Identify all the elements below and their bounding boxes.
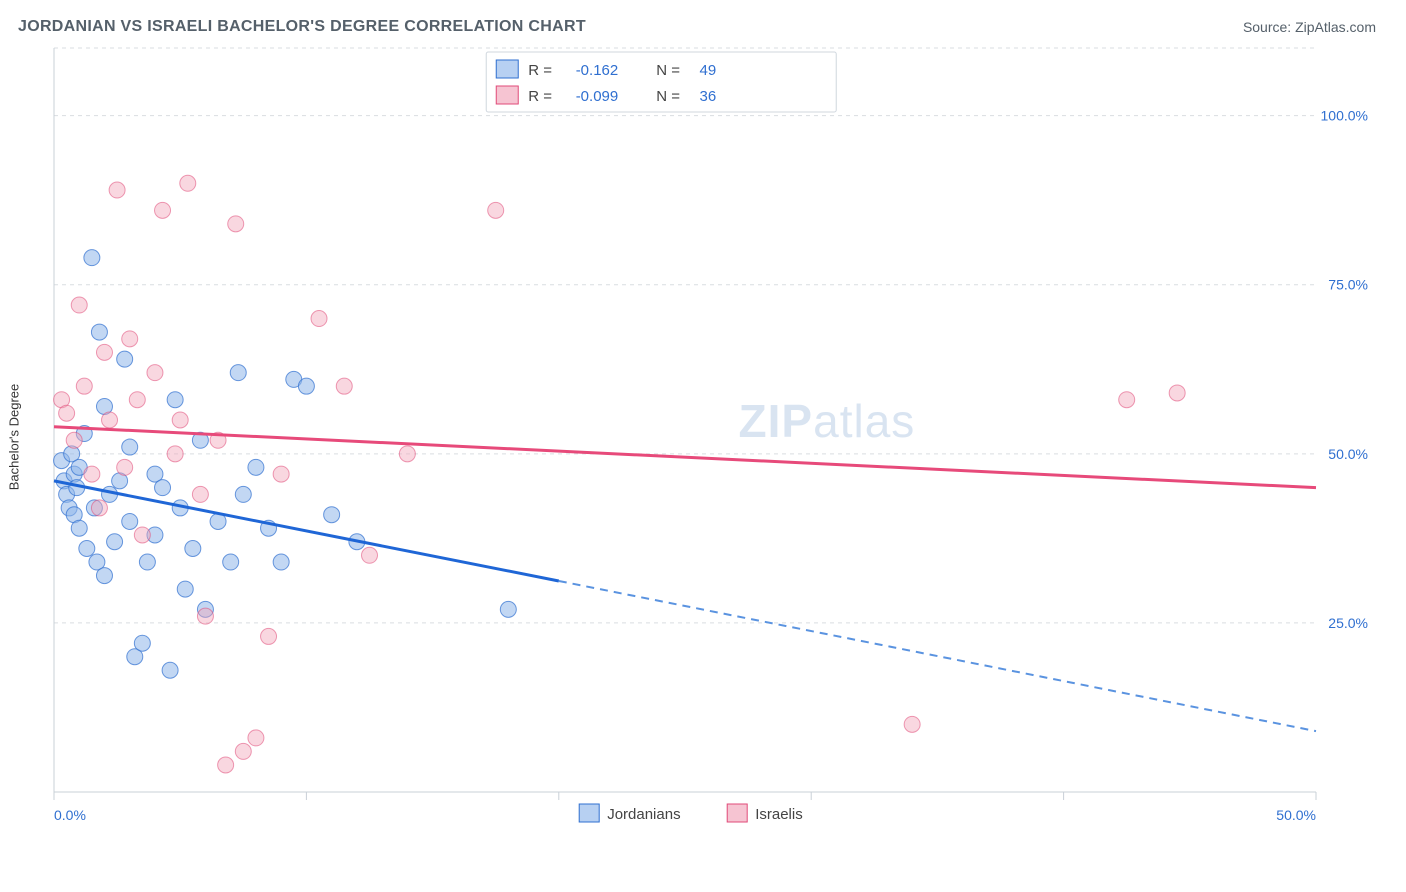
data-point — [96, 568, 112, 584]
data-point — [84, 250, 100, 266]
data-point — [1169, 385, 1185, 401]
chart-title: JORDANIAN VS ISRAELI BACHELOR'S DEGREE C… — [18, 18, 586, 36]
data-point — [59, 405, 75, 421]
legend-r-label: R = — [528, 62, 552, 79]
bottom-legend-label: Israelis — [755, 806, 803, 823]
data-point — [298, 378, 314, 394]
y-axis-label: Bachelor's Degree — [7, 384, 22, 491]
data-point — [129, 392, 145, 408]
data-point — [71, 520, 87, 536]
data-point — [180, 175, 196, 191]
data-point — [235, 486, 251, 502]
data-point — [71, 297, 87, 313]
data-point — [273, 466, 289, 482]
data-point — [192, 486, 208, 502]
data-point — [96, 344, 112, 360]
data-point — [162, 662, 178, 678]
legend-r-label: R = — [528, 88, 552, 105]
data-point — [336, 378, 352, 394]
bottom-legend-swatch — [727, 804, 747, 822]
legend-swatch — [496, 86, 518, 104]
data-point — [66, 432, 82, 448]
data-point — [167, 392, 183, 408]
chart-source: Source: ZipAtlas.com — [1243, 19, 1376, 35]
data-point — [185, 541, 201, 557]
data-point — [84, 466, 100, 482]
legend-r-value: -0.162 — [576, 62, 619, 79]
data-point — [311, 311, 327, 327]
svg-text:0.0%: 0.0% — [54, 807, 86, 823]
data-point — [228, 216, 244, 232]
data-point — [172, 412, 188, 428]
chart-svg: 25.0% 50.0% 75.0% 100.0% 0.0% 50.0% ZIPatlas R … — [48, 42, 1376, 832]
svg-text:25.0%: 25.0% — [1328, 615, 1368, 631]
legend-n-label: N = — [656, 62, 680, 79]
data-point — [109, 182, 125, 198]
data-point — [117, 459, 133, 475]
data-point — [1119, 392, 1135, 408]
data-point — [488, 202, 504, 218]
data-point — [248, 459, 264, 475]
plot-area: Bachelor's Degree 25.0%50.0%75.0%100.0%0… — [48, 42, 1376, 832]
data-point — [223, 554, 239, 570]
data-point — [500, 601, 516, 617]
data-point — [399, 446, 415, 462]
chart-header: JORDANIAN VS ISRAELI BACHELOR'S DEGREE C… — [0, 0, 1406, 42]
chart-container: JORDANIAN VS ISRAELI BACHELOR'S DEGREE C… — [0, 0, 1406, 892]
legend-n-label: N = — [656, 88, 680, 105]
svg-text:ZIPatlas: ZIPatlas — [739, 395, 916, 447]
data-point — [139, 554, 155, 570]
data-point — [197, 608, 213, 624]
data-point — [230, 365, 246, 381]
data-point — [107, 534, 123, 550]
data-point — [155, 202, 171, 218]
data-point — [122, 513, 138, 529]
svg-text:100.0%: 100.0% — [1321, 108, 1368, 124]
svg-text:50.0%: 50.0% — [1328, 446, 1368, 462]
data-point — [117, 351, 133, 367]
data-point — [362, 547, 378, 563]
svg-text:75.0%: 75.0% — [1328, 277, 1368, 293]
bottom-legend-label: Jordanians — [607, 806, 680, 823]
legend-n-value: 49 — [700, 62, 717, 79]
data-point — [122, 439, 138, 455]
data-point — [177, 581, 193, 597]
data-point — [235, 743, 251, 759]
data-point — [134, 527, 150, 543]
data-point — [79, 541, 95, 557]
data-point — [102, 412, 118, 428]
data-point — [248, 730, 264, 746]
data-point — [155, 480, 171, 496]
data-point — [261, 628, 277, 644]
data-point — [134, 635, 150, 651]
data-point — [324, 507, 340, 523]
data-point — [76, 378, 92, 394]
bottom-legend-swatch — [579, 804, 599, 822]
data-point — [904, 716, 920, 732]
legend-n-value: 36 — [700, 88, 717, 105]
data-point — [91, 500, 107, 516]
data-point — [218, 757, 234, 773]
legend-swatch — [496, 60, 518, 78]
data-point — [91, 324, 107, 340]
svg-text:50.0%: 50.0% — [1276, 807, 1316, 823]
data-point — [122, 331, 138, 347]
data-point — [273, 554, 289, 570]
legend-r-value: -0.099 — [576, 88, 619, 105]
data-point — [147, 365, 163, 381]
data-point — [167, 446, 183, 462]
